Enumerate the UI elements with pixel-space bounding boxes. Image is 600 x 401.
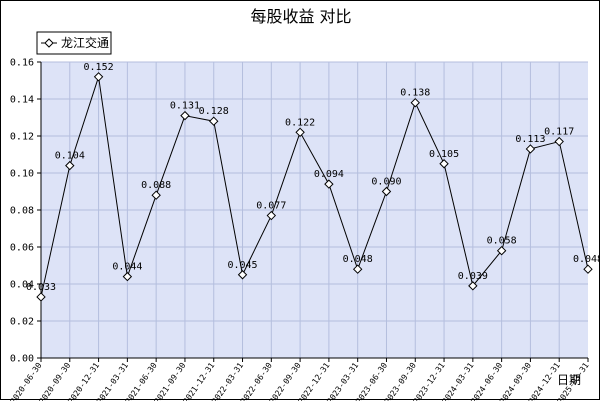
- data-label: 0.045: [227, 260, 257, 271]
- grid-lines: [41, 61, 588, 358]
- y-tick-label: 0.04: [10, 280, 34, 291]
- legend-series-name: 龙江交通: [61, 35, 109, 50]
- y-tick-label: 0.16: [10, 58, 34, 69]
- data-label: 0.128: [199, 106, 229, 117]
- y-tick-label: 0.06: [10, 243, 34, 254]
- y-tick-label: 0.02: [10, 317, 34, 328]
- data-label: 0.088: [141, 180, 171, 191]
- data-label: 0.090: [371, 177, 401, 188]
- series-line: [40, 76, 589, 298]
- y-tick-label: 0.08: [10, 206, 34, 217]
- data-point: [381, 186, 392, 197]
- data-point: [65, 160, 75, 171]
- data-label: 0.138: [400, 88, 430, 99]
- data-label: 0.077: [256, 201, 286, 212]
- data-point: [468, 281, 478, 291]
- series-markers: [36, 72, 593, 302]
- y-axis-ticks: 0.00 0.02 0.04 0.06 0.08 0.10 0.12 0.14 0.16: [10, 58, 34, 365]
- series-lines: [40, 76, 589, 298]
- data-point: [36, 292, 46, 302]
- y-tick-label: 0.00: [10, 354, 34, 365]
- data-label: 0.033: [26, 282, 56, 293]
- data-label: 0.048: [573, 254, 600, 265]
- data-label: 0.094: [314, 169, 344, 180]
- legend-marker-diamond: [44, 38, 54, 48]
- data-point: [237, 270, 248, 280]
- data-label: 0.104: [55, 151, 85, 162]
- data-label: 0.131: [170, 101, 200, 112]
- data-point: [410, 97, 420, 108]
- data-point: [352, 264, 363, 274]
- legend: 龙江交通: [36, 31, 112, 55]
- chart-title: 每股收益 对比: [250, 7, 351, 26]
- data-point: [554, 136, 564, 147]
- legend-box: [36, 31, 112, 55]
- data-label: 0.152: [84, 62, 114, 73]
- data-point: [525, 144, 536, 154]
- data-point: [266, 210, 277, 221]
- data-point: [180, 110, 190, 121]
- data-point: [583, 264, 593, 274]
- x-axis-end-label: 日期: [557, 373, 581, 387]
- data-label: 0.117: [544, 127, 574, 138]
- data-point: [439, 159, 449, 169]
- data-label: 0.044: [112, 262, 142, 273]
- x-tick-label: 2020-06-30: [9, 361, 44, 401]
- data-label: 0.058: [487, 236, 517, 247]
- data-label: 0.039: [458, 271, 488, 282]
- data-point: [324, 179, 334, 189]
- data-point: [122, 271, 133, 282]
- data-point: [209, 116, 219, 126]
- data-label: 0.048: [343, 254, 373, 265]
- axes: [37, 61, 589, 362]
- y-tick-label: 0.14: [10, 95, 34, 106]
- data-label: 0.113: [515, 134, 545, 145]
- data-point: [295, 127, 305, 138]
- data-point: [151, 190, 161, 200]
- data-point: [496, 245, 507, 256]
- data-label: 0.122: [285, 117, 315, 128]
- y-tick-label: 0.12: [10, 132, 34, 143]
- data-label: 0.105: [429, 149, 459, 160]
- y-tick-label: 0.10: [10, 169, 34, 180]
- data-point: [93, 72, 104, 82]
- x-axis-ticks: 2020-06-302020-09-302020-12-312021-03-31…: [9, 361, 591, 401]
